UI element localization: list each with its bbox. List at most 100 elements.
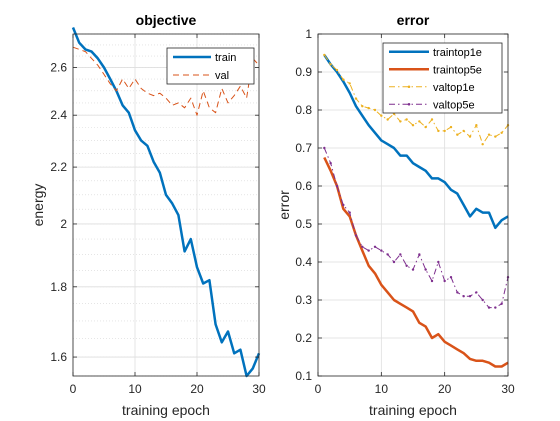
legend-marker-valtop5e [407, 102, 411, 106]
data-point-valtop1e [335, 68, 339, 72]
data-point-valtop5e [443, 279, 446, 283]
y-tick-label: 0.2 [295, 331, 312, 345]
data-point-valtop5e [487, 306, 491, 309]
y-tick-label: 0.8 [295, 103, 312, 117]
ticks: 0 10 20 30 0.1 0.2 0.3 0.4 0.5 0.6 0.7 0.8 0.9 1 [295, 27, 515, 396]
data-point-valtop1e [411, 124, 415, 127]
data-point-valtop5e [399, 253, 402, 256]
chart-error: 0 10 20 30 0.1 0.2 0.3 0.4 0.5 0.6 0.7 0.8 0.9 1 error… [276, 12, 515, 418]
axes-box [317, 33, 509, 377]
data-point-valtop1e [494, 135, 497, 138]
data-point-valtop5e [462, 295, 465, 298]
data-point-valtop5e [354, 234, 358, 237]
data-point-valtop1e [449, 125, 453, 129]
series-line-valtop5e [323, 147, 509, 309]
y-tick-label: 0.6 [295, 179, 312, 193]
data-point-valtop1e [462, 129, 465, 133]
data-point-valtop1e [399, 120, 402, 123]
y-tick-label: 1.6 [50, 350, 67, 364]
data-point-valtop1e [329, 63, 332, 66]
data-point-valtop1e [342, 78, 345, 81]
data-point-valtop1e [380, 114, 383, 117]
data-point-valtop1e [418, 120, 421, 123]
legend-label-train: train [215, 52, 236, 64]
data-point-valtop1e [386, 118, 389, 121]
data-point-valtop5e [430, 279, 434, 283]
x-tick-label: 30 [501, 382, 515, 396]
axes-box [72, 33, 260, 377]
data-point-valtop1e [437, 129, 440, 133]
data-point-valtop5e [373, 245, 377, 248]
x-tick-label: 20 [190, 382, 204, 396]
y-tick-label: 1 [305, 27, 312, 41]
chart-title: objective [136, 12, 197, 28]
data-point-valtop5e [500, 302, 503, 305]
legend-box [382, 42, 503, 114]
data-point-valtop1e [361, 105, 364, 108]
legend-box [166, 47, 255, 85]
series-line-traintop1e [323, 54, 509, 230]
x-tick-label: 0 [315, 382, 322, 396]
data-point-valtop5e [367, 249, 370, 252]
legend-label-val: val [215, 70, 229, 82]
x-axis-label: training epoch [369, 402, 457, 418]
series-line-valtop1e [323, 54, 509, 145]
x-tick-label: 0 [70, 382, 77, 396]
data-point-valtop1e [456, 133, 459, 136]
y-tick-label: 2.2 [50, 160, 67, 174]
data-point-valtop5e [335, 184, 339, 188]
y-tick-label: 1.8 [50, 280, 67, 294]
legend-marker-valtop1e [407, 85, 411, 89]
data-point-valtop1e [500, 131, 503, 134]
series-line-train [71, 27, 261, 378]
data-point-valtop5e [323, 146, 326, 150]
chart-objective: 0 10 20 30 1.6 1.8 2 2.2 2.4 2.6 objective training… [30, 12, 266, 418]
data-point-valtop1e [405, 118, 408, 121]
y-axis-label: error [276, 190, 292, 220]
data-point-valtop5e [329, 162, 332, 165]
legend-label-traintop5e: traintop5e [433, 64, 482, 76]
data-point-valtop1e [424, 125, 427, 129]
data-point-valtop1e [481, 143, 484, 146]
data-point-valtop5e [418, 253, 421, 256]
x-axis-label: training epoch [122, 402, 210, 418]
data-point-valtop5e [411, 268, 415, 271]
y-tick-label: 0.7 [295, 141, 312, 155]
legend-label-valtop1e: valtop1e [433, 82, 475, 94]
data-point-valtop1e [373, 108, 377, 112]
x-tick-label: 10 [375, 382, 389, 396]
data-point-valtop5e [449, 276, 453, 279]
data-point-valtop1e [367, 106, 370, 110]
series-group [323, 53, 510, 368]
y-tick-label: 0.5 [295, 217, 312, 231]
y-tick-label: 0.9 [295, 65, 312, 79]
data-point-valtop5e [475, 291, 478, 294]
chart-title: error [397, 12, 430, 28]
legend-label-valtop5e: valtop5e [433, 99, 475, 111]
data-point-valtop5e [424, 268, 427, 271]
y-tick-label: 0.4 [295, 255, 312, 269]
y-tick-label: 2 [60, 217, 67, 231]
data-point-valtop5e [392, 260, 396, 264]
y-axis-label: energy [30, 184, 46, 227]
data-point-valtop1e [487, 133, 491, 136]
data-point-valtop5e [456, 291, 459, 294]
data-point-valtop1e [354, 97, 358, 100]
axes-background [73, 34, 259, 376]
y-tick-label: 0.3 [295, 293, 312, 307]
x-tick-label: 10 [128, 382, 142, 396]
data-point-valtop1e [475, 124, 478, 127]
legend: train val [166, 47, 255, 85]
data-point-valtop5e [494, 306, 497, 309]
y-tick-label: 2.4 [50, 108, 67, 122]
x-tick-label: 20 [438, 382, 452, 396]
data-point-valtop5e [437, 260, 440, 264]
legend-label-traintop1e: traintop1e [433, 47, 482, 59]
data-point-valtop1e [430, 118, 434, 121]
data-point-valtop5e [386, 253, 389, 256]
series-group [71, 27, 261, 378]
y-tick-label: 0.1 [295, 369, 312, 383]
x-tick-label: 30 [252, 382, 266, 396]
data-point-valtop5e [468, 295, 472, 298]
